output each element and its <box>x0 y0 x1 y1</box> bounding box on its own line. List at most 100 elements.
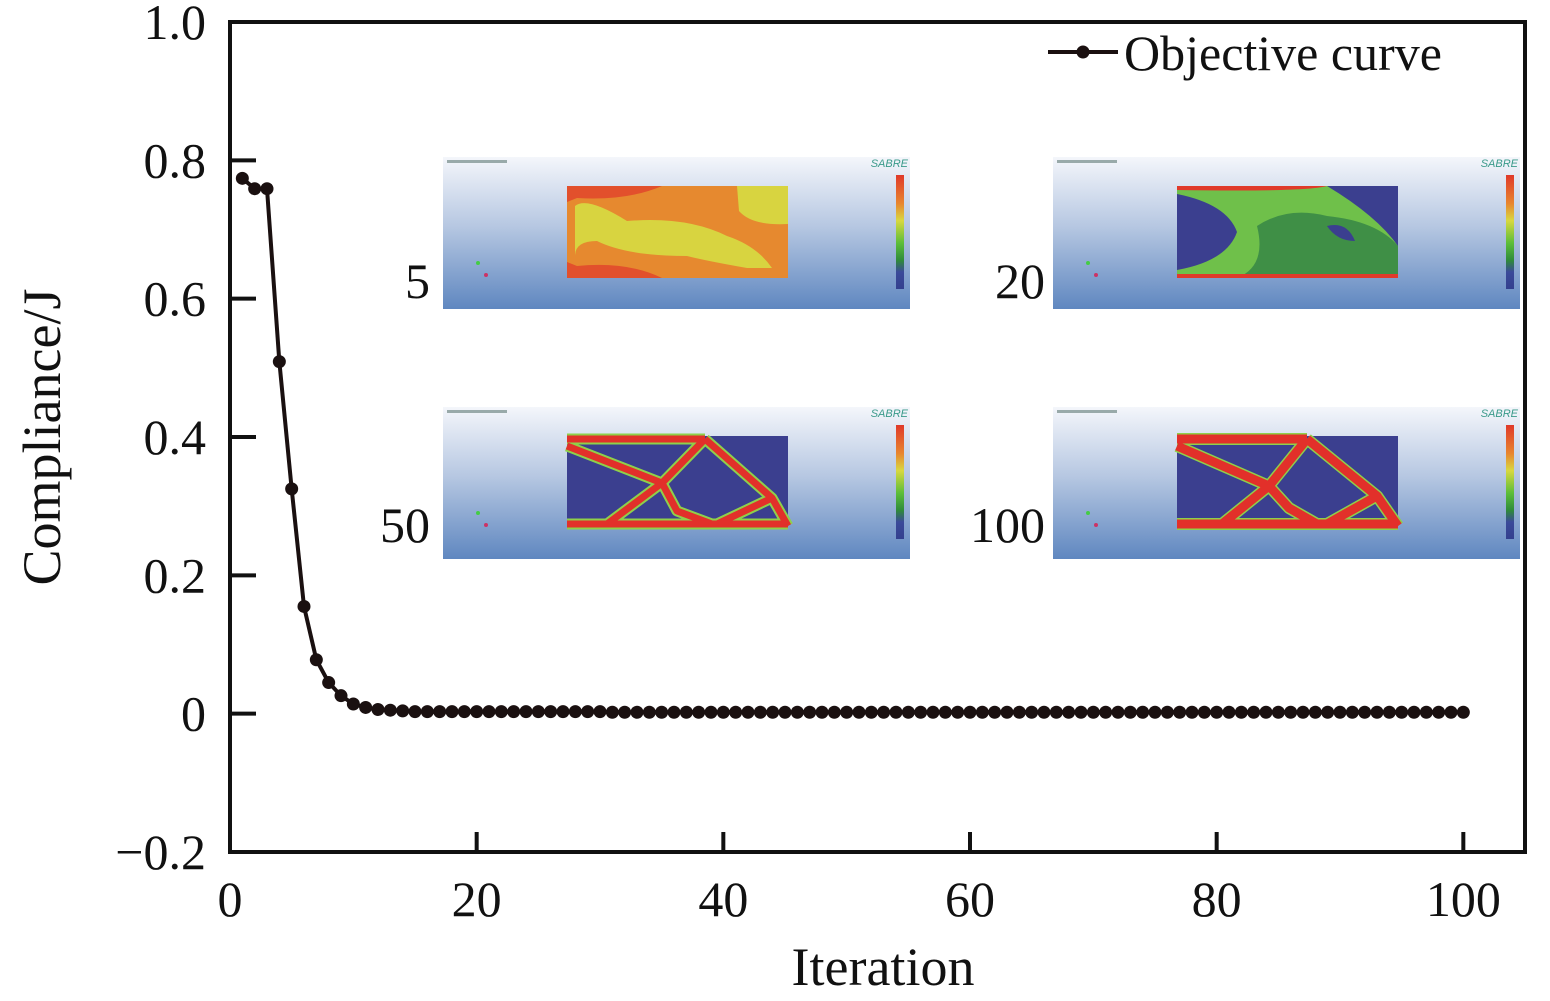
data-point <box>618 705 632 719</box>
data-point <box>260 182 274 196</box>
data-point <box>507 705 521 719</box>
objective-curve-series <box>235 171 1470 719</box>
data-point <box>1136 705 1150 719</box>
data-point <box>1185 705 1199 719</box>
axis-triad-icon <box>1086 261 1090 265</box>
inset-header <box>1057 160 1117 163</box>
legend: Objective curve <box>1048 25 1442 81</box>
data-point <box>1210 705 1224 719</box>
axis-triad-icon <box>1086 511 1090 515</box>
data-point <box>815 705 829 719</box>
data-point <box>630 705 644 719</box>
y-tick-label: 0.4 <box>144 409 207 465</box>
legend-marker <box>1076 45 1090 59</box>
data-point <box>1358 705 1372 719</box>
data-point <box>975 705 989 719</box>
data-point <box>531 705 545 719</box>
data-point <box>1062 705 1076 719</box>
data-point <box>1222 705 1236 719</box>
y-axis: −0.2 0 0.2 0.4 0.6 0.8 1.0 <box>115 0 256 880</box>
colorbar <box>1506 175 1514 289</box>
data-point <box>1111 705 1125 719</box>
data-point <box>889 705 903 719</box>
data-point <box>519 705 533 719</box>
data-point <box>1321 705 1335 719</box>
data-point <box>679 705 693 719</box>
inset-label: 50 <box>380 497 430 553</box>
topology-insets: SABRE 5 SABRE 20 SABRE 50 SABRE 100 <box>380 157 1520 559</box>
data-point <box>926 705 940 719</box>
data-point <box>840 705 854 719</box>
data-point <box>482 705 496 719</box>
data-point <box>753 705 767 719</box>
data-point <box>1037 705 1051 719</box>
data-point <box>1308 705 1322 719</box>
y-tick-label: −0.2 <box>115 824 206 880</box>
data-point <box>741 705 755 719</box>
topology-domain <box>565 433 793 530</box>
data-point <box>1086 705 1100 719</box>
data-point <box>1074 705 1088 719</box>
data-point <box>951 705 965 719</box>
data-point <box>1395 705 1409 719</box>
x-axis-label: Iteration <box>792 937 975 997</box>
data-point <box>938 705 952 719</box>
data-point <box>494 705 508 719</box>
data-point <box>1370 705 1384 719</box>
data-point <box>778 705 792 719</box>
inset-header <box>447 160 507 163</box>
data-point <box>1049 705 1063 719</box>
topology-domain <box>1177 186 1398 278</box>
data-point <box>729 705 743 719</box>
inset-header <box>447 410 507 413</box>
x-tick-label: 100 <box>1426 871 1501 927</box>
data-point <box>852 705 866 719</box>
colorbar <box>1506 425 1514 539</box>
colorbar <box>896 425 904 539</box>
data-point <box>1333 705 1347 719</box>
data-point <box>1345 705 1359 719</box>
inset-header <box>1057 410 1117 413</box>
data-point <box>322 676 336 690</box>
data-point <box>1160 705 1174 719</box>
data-point <box>1234 705 1248 719</box>
colorbar <box>896 175 904 289</box>
data-point <box>716 705 730 719</box>
topology-domain <box>1174 433 1403 530</box>
data-point <box>877 705 891 719</box>
data-point <box>667 705 681 719</box>
data-point <box>457 705 471 719</box>
data-point <box>704 705 718 719</box>
y-tick-label: 0 <box>181 686 206 742</box>
legend-label: Objective curve <box>1124 25 1442 81</box>
inset-iteration-100: SABRE <box>1053 407 1520 559</box>
inset-label: 20 <box>995 253 1045 309</box>
y-tick-label: 0.2 <box>144 547 207 603</box>
data-point <box>1123 705 1137 719</box>
data-point <box>864 705 878 719</box>
x-tick-label: 20 <box>452 871 502 927</box>
data-point <box>1259 705 1273 719</box>
data-point <box>285 482 299 496</box>
data-point <box>901 705 915 719</box>
data-point <box>309 653 323 667</box>
data-point <box>396 704 410 718</box>
data-point <box>1173 705 1187 719</box>
inset-iteration-50: SABRE <box>443 407 910 559</box>
sabre-logo: SABRE <box>871 158 909 170</box>
data-point <box>581 705 595 719</box>
data-point <box>803 705 817 719</box>
data-point <box>1247 705 1261 719</box>
data-point <box>470 705 484 719</box>
data-point <box>420 705 434 719</box>
x-tick-label: 0 <box>218 871 243 927</box>
sabre-logo: SABRE <box>871 408 909 420</box>
data-point <box>433 705 447 719</box>
data-point <box>544 705 558 719</box>
data-point <box>914 705 928 719</box>
inset-label: 5 <box>405 253 430 309</box>
data-point <box>766 705 780 719</box>
y-axis-label: Compliance/J <box>12 289 72 586</box>
data-point <box>642 705 656 719</box>
